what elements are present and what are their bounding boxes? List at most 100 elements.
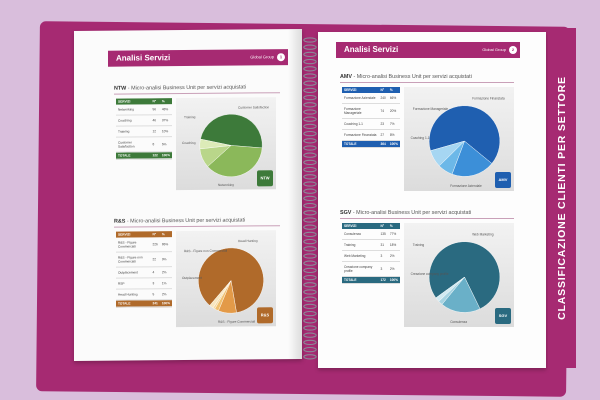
ntw-title-text: - Micro-analisi Business Unit per serviz… bbox=[127, 84, 247, 92]
res-total-row: TOTALE 241 100% bbox=[116, 299, 172, 308]
res-section-title: R&S - Micro-analisi Business Unit per se… bbox=[114, 218, 245, 225]
cell: 3 bbox=[378, 261, 388, 277]
sgv-th: % bbox=[389, 224, 393, 228]
cell: 5 bbox=[150, 288, 160, 300]
cell: 46 bbox=[150, 114, 160, 126]
right-page-number: 2 bbox=[509, 46, 517, 54]
pie-label: Formazione Finanziata bbox=[472, 96, 505, 100]
pie-slice bbox=[207, 145, 263, 177]
cell: 10% bbox=[159, 125, 172, 137]
cell: 48% bbox=[159, 104, 172, 115]
cell: 86% bbox=[159, 237, 172, 252]
right-page: Analisi Servizi Global Group 2 AMV - Mic… bbox=[318, 32, 546, 368]
cell: Customer Satisfaction bbox=[116, 136, 151, 153]
spiral-ring bbox=[303, 346, 317, 353]
spiral-ring bbox=[303, 181, 317, 187]
res-code: R&S bbox=[114, 218, 126, 225]
amv-section-title: AMV - Micro-analisi Business Unit per se… bbox=[340, 74, 472, 80]
cell: 27 bbox=[378, 129, 388, 141]
cell: 364 bbox=[378, 140, 388, 148]
spiral-ring bbox=[303, 87, 317, 94]
res-logo: R&S bbox=[257, 307, 273, 324]
pie-label: Customer Satisfaction bbox=[238, 105, 269, 109]
cell: TOTALE bbox=[342, 140, 379, 148]
amv-rule bbox=[340, 82, 514, 83]
left-page-banner: Analisi Servizi Global Group 1 bbox=[108, 49, 288, 67]
table-row: Web Marketing 3 2% bbox=[342, 250, 400, 262]
spiral-ring bbox=[303, 102, 317, 108]
spiral-ring bbox=[303, 145, 317, 151]
cell: 2% bbox=[159, 266, 172, 278]
left-page-number: 1 bbox=[277, 53, 285, 62]
spiral-ring bbox=[303, 138, 317, 144]
pie-slice bbox=[429, 241, 501, 310]
amv-th: % bbox=[389, 88, 393, 92]
table-row: Outplacement 4 2% bbox=[116, 266, 172, 279]
table-row: Customer Satisfaction 8 5% bbox=[116, 136, 172, 153]
pie-label: R&S - Figure non Commerciali bbox=[184, 249, 228, 253]
cell: 4 bbox=[150, 266, 160, 278]
amv-title-text: - Micro-analisi Business Unit per serviz… bbox=[353, 74, 472, 80]
left-gutter-shadow bbox=[288, 29, 302, 360]
pie-label: Consulenza bbox=[450, 320, 467, 324]
ntw-rule bbox=[114, 92, 280, 95]
ntw-section-title: NTW - Micro-analisi Business Unit per se… bbox=[114, 84, 246, 91]
cell: 77% bbox=[387, 229, 400, 240]
cell: 8 bbox=[150, 136, 160, 152]
pie-slice bbox=[435, 276, 465, 302]
spiral-ring bbox=[303, 37, 317, 43]
spiral-ring bbox=[303, 94, 317, 101]
table-row: RSP 3 1% bbox=[116, 277, 172, 290]
spiral-binding bbox=[303, 37, 317, 360]
pie-label: Outplacement bbox=[182, 276, 202, 280]
spiral-ring bbox=[303, 325, 317, 331]
cell: 37% bbox=[159, 114, 172, 126]
amv-table: SERVIZI N° % Formazione Aziendale 240 66% … bbox=[342, 87, 400, 148]
res-table: SERVIZI N° % R&S - Figure Commerciali 226… bbox=[116, 231, 172, 308]
spiral-ring bbox=[303, 174, 317, 180]
cell: 100% bbox=[159, 299, 172, 307]
spiral-ring bbox=[303, 238, 317, 245]
sgv-section-title: SGV - Micro-analisi Business Unit per se… bbox=[340, 210, 471, 216]
spiral-ring bbox=[303, 51, 317, 58]
cell: 3 bbox=[378, 250, 388, 262]
side-band bbox=[548, 28, 576, 368]
sgv-pie-chart: Training Web Marketing Creazione company p… bbox=[411, 232, 501, 324]
cell: R&S - Figure Commerciali bbox=[116, 237, 151, 253]
spiral-ring bbox=[303, 109, 317, 115]
amv-table-header: SERVIZI N° % bbox=[342, 87, 400, 93]
cell: R&S - Figure non Commerciali bbox=[116, 251, 151, 268]
cell: Coaching bbox=[116, 114, 151, 127]
cell: 100% bbox=[387, 140, 400, 148]
cell: TOTALE bbox=[116, 151, 151, 160]
spiral-ring bbox=[303, 80, 317, 86]
table-row: Formazione Finanziata 27 8% bbox=[342, 129, 400, 141]
cell: 18% bbox=[387, 239, 400, 251]
pie-slice bbox=[451, 140, 493, 177]
cell: 74 bbox=[378, 103, 388, 119]
cell: 22 bbox=[150, 251, 160, 267]
sgv-th: N° bbox=[380, 224, 385, 228]
table-row: Head Hunting 5 2% bbox=[116, 288, 172, 301]
spiral-ring bbox=[303, 282, 317, 288]
table-row: R&S - Figure non Commerciali 22 9% bbox=[116, 251, 172, 268]
sgv-th: SERVIZI bbox=[344, 224, 357, 228]
cell: 135 bbox=[378, 229, 388, 240]
cell: RSP bbox=[116, 277, 151, 290]
amv-pie-chart: Formazione Manageriale Formazione Finanzi… bbox=[411, 96, 505, 187]
left-banner-title: Analisi Servizi bbox=[116, 53, 171, 63]
pie-label: Networking bbox=[218, 183, 234, 187]
left-page: Analisi Servizi Global Group 1 NTW - Mic… bbox=[74, 29, 302, 361]
pie-slice bbox=[430, 140, 465, 167]
spiral-ring bbox=[303, 217, 317, 223]
table-row: Coaching 46 37% bbox=[116, 114, 172, 127]
cell: 20% bbox=[387, 103, 400, 119]
cell: TOTALE bbox=[116, 299, 151, 308]
pie-label: Training bbox=[184, 115, 196, 119]
spiral-ring bbox=[303, 274, 317, 281]
cell: Creazione company profile bbox=[342, 261, 379, 277]
spiral-ring bbox=[303, 310, 317, 317]
cell: 7% bbox=[387, 118, 400, 130]
left-banner-sub: Global Group bbox=[250, 54, 274, 60]
table-row: Formazione Manageriale 74 20% bbox=[342, 103, 400, 119]
